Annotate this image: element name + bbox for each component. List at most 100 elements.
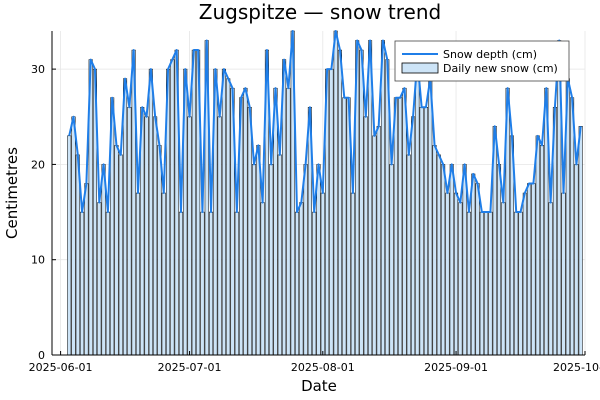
bar-daily-new-snow xyxy=(574,164,579,356)
bar-daily-new-snow xyxy=(299,202,304,356)
bar-daily-new-snow xyxy=(578,126,583,356)
bar-daily-new-snow xyxy=(359,49,364,356)
bar-daily-new-snow xyxy=(333,30,338,356)
bar-daily-new-snow xyxy=(458,202,463,356)
bar-daily-new-snow xyxy=(514,211,519,356)
chart-title: Zugspitze — snow trend xyxy=(199,0,441,24)
bar-daily-new-snow xyxy=(295,211,300,356)
bar-daily-new-snow xyxy=(436,154,441,356)
bar-daily-new-snow xyxy=(445,192,450,356)
bar-daily-new-snow xyxy=(548,202,553,356)
bar-daily-new-snow xyxy=(114,145,119,356)
bar-daily-new-snow xyxy=(449,164,454,356)
bar-daily-new-snow xyxy=(312,211,317,356)
bar-daily-new-snow xyxy=(350,192,355,356)
bar-daily-new-snow xyxy=(419,106,424,356)
bar-daily-new-snow xyxy=(432,145,437,356)
bar-daily-new-snow xyxy=(522,192,527,356)
bar-daily-new-snow xyxy=(561,192,566,356)
bar-daily-new-snow xyxy=(342,97,347,356)
bar-daily-new-snow xyxy=(402,87,407,356)
legend-label-daily-new-snow: Daily new snow (cm) xyxy=(443,62,558,75)
bar-daily-new-snow xyxy=(376,126,381,356)
bar-daily-new-snow xyxy=(316,164,321,356)
bar-daily-new-snow xyxy=(135,192,140,356)
bar-daily-new-snow xyxy=(101,164,106,356)
bar-daily-new-snow xyxy=(518,211,523,356)
bar-daily-new-snow xyxy=(260,202,265,356)
bar-daily-new-snow xyxy=(479,211,484,356)
bar-daily-new-snow xyxy=(71,116,76,356)
x-tick-label: 2025-10-01 xyxy=(553,361,600,374)
legend-box xyxy=(394,40,570,82)
bar-daily-new-snow xyxy=(157,145,162,356)
bar-daily-new-snow xyxy=(148,68,153,356)
bar-daily-new-snow xyxy=(191,49,196,356)
bar-daily-new-snow xyxy=(273,87,278,356)
bar-daily-new-snow xyxy=(286,87,291,356)
line-layer xyxy=(68,30,582,214)
line-snow-depth xyxy=(68,30,582,214)
bar-daily-new-snow xyxy=(527,183,532,356)
bar-daily-new-snow xyxy=(178,211,183,356)
bar-daily-new-snow xyxy=(170,59,175,356)
bar-daily-new-snow xyxy=(428,78,433,356)
bar-daily-new-snow xyxy=(320,192,325,356)
y-tick-label: 10 xyxy=(31,254,45,267)
bar-daily-new-snow xyxy=(454,192,459,356)
bar-daily-new-snow xyxy=(247,106,252,356)
legend-label-snow-depth: Snow depth (cm) xyxy=(443,48,537,61)
bar-daily-new-snow xyxy=(462,164,467,356)
bar-daily-new-snow xyxy=(484,211,489,356)
bar-daily-new-snow xyxy=(153,116,158,356)
bar-daily-new-snow xyxy=(329,68,334,356)
bar-daily-new-snow xyxy=(501,202,506,356)
bar-daily-new-snow xyxy=(372,135,377,356)
bar-daily-new-snow xyxy=(252,164,257,356)
bar-daily-new-snow xyxy=(406,154,411,356)
bar-daily-new-snow xyxy=(389,164,394,356)
bar-daily-new-snow xyxy=(161,192,166,356)
bar-daily-new-snow xyxy=(97,202,102,356)
bar-daily-new-snow xyxy=(118,154,123,356)
bar-daily-new-snow xyxy=(531,183,536,356)
legend: Snow depth (cm) Daily new snow (cm) xyxy=(394,40,570,82)
bar-daily-new-snow xyxy=(269,164,274,356)
x-tick-label: 2025-08-01 xyxy=(291,361,355,374)
bar-daily-new-snow xyxy=(123,78,128,356)
bar-daily-new-snow xyxy=(187,116,192,356)
y-axis-title: Centimetres xyxy=(3,147,21,239)
bar-daily-new-snow xyxy=(277,154,282,356)
bar-daily-new-snow xyxy=(75,154,80,356)
bar-daily-new-snow xyxy=(411,116,416,356)
y-tick-label: 0 xyxy=(38,349,45,362)
bar-daily-new-snow xyxy=(488,211,493,356)
bar-daily-new-snow xyxy=(535,135,540,356)
bar-daily-new-snow xyxy=(234,211,239,356)
bar-daily-new-snow xyxy=(303,164,308,356)
bar-daily-new-snow xyxy=(415,59,420,356)
bar-daily-new-snow xyxy=(380,40,385,356)
axes-layer xyxy=(51,31,585,356)
bar-daily-new-snow xyxy=(497,164,502,356)
bar-daily-new-snow xyxy=(471,173,476,356)
bar-daily-new-snow xyxy=(84,183,89,356)
x-tick-label: 2025-07-01 xyxy=(158,361,222,374)
bar-daily-new-snow xyxy=(540,145,545,356)
bar-daily-new-snow xyxy=(226,78,231,356)
bar-daily-new-snow xyxy=(570,97,575,356)
x-tick-label: 2025-06-01 xyxy=(29,361,93,374)
bar-daily-new-snow xyxy=(105,211,110,356)
bar-daily-new-snow xyxy=(209,211,214,356)
bar-daily-new-snow xyxy=(256,145,261,356)
bar-daily-new-snow xyxy=(398,97,403,356)
bar-daily-new-snow xyxy=(127,106,132,356)
bar-daily-new-snow xyxy=(221,68,226,356)
bar-daily-new-snow xyxy=(466,211,471,356)
x-tick-label: 2025-09-01 xyxy=(424,361,488,374)
bar-daily-new-snow xyxy=(337,49,343,356)
bar-daily-new-snow xyxy=(363,116,368,356)
ticks-layer: 0 10 20 30 2025-06-01 2025-07-01 2025-08-01 202… xyxy=(29,63,600,374)
